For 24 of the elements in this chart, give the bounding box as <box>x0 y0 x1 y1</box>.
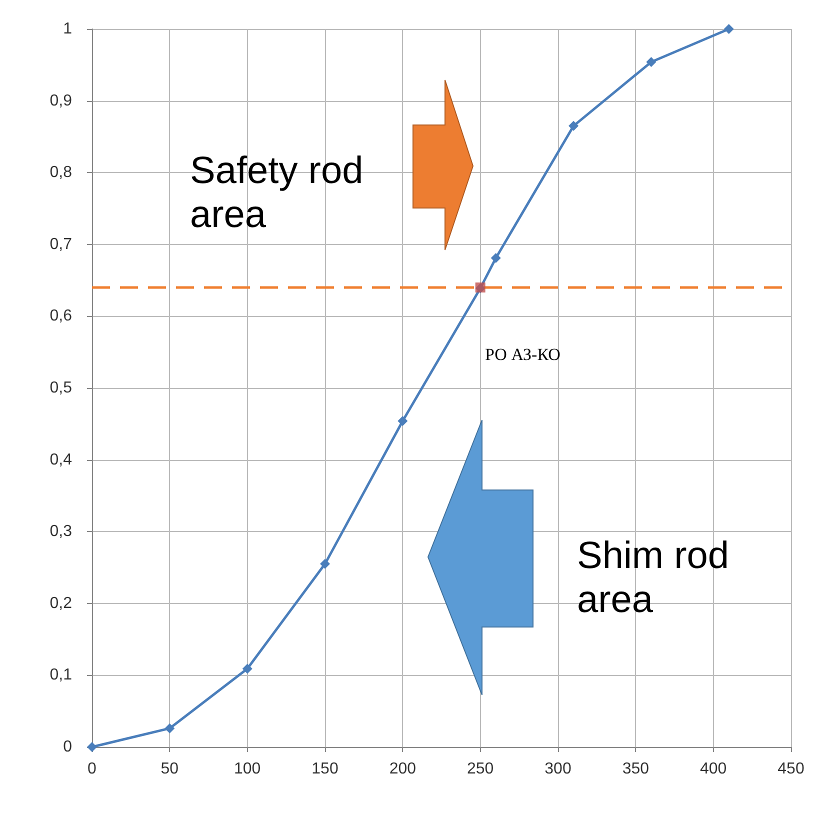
y-tick-label: 0,4 <box>50 451 72 468</box>
x-tick-label: 250 <box>466 760 494 778</box>
x-tick-label: 350 <box>622 760 650 778</box>
x-tick-label: 0 <box>88 760 97 778</box>
x-tick-label: 150 <box>312 760 338 778</box>
annotation: Shim rod area <box>577 535 730 622</box>
y-tick-label: 0,7 <box>50 236 72 253</box>
x-tick-label: 100 <box>234 760 261 778</box>
x-tick-label: 50 <box>160 760 179 778</box>
x-tick-label: 200 <box>389 760 416 778</box>
x-tick-label: 450 <box>778 760 804 778</box>
annotation: Safety rod area <box>190 150 364 238</box>
y-tick-label: 0 <box>63 738 72 756</box>
y-tick-label: 0,5 <box>50 380 72 396</box>
x-tick-label: 300 <box>544 760 572 778</box>
y-tick-label: 0,2 <box>50 594 72 612</box>
y-tick-label: 1 <box>63 20 72 38</box>
y-tick-label: 0,8 <box>50 164 72 182</box>
y-tick-label: 0,3 <box>50 523 72 540</box>
y-tick-label: 0,9 <box>50 92 72 110</box>
y-tick-label: 0,1 <box>50 666 72 684</box>
annotation: РО АЗ-КО <box>485 345 560 365</box>
y-tick-label: 0,6 <box>50 308 72 325</box>
x-tick-label: 400 <box>700 760 727 778</box>
